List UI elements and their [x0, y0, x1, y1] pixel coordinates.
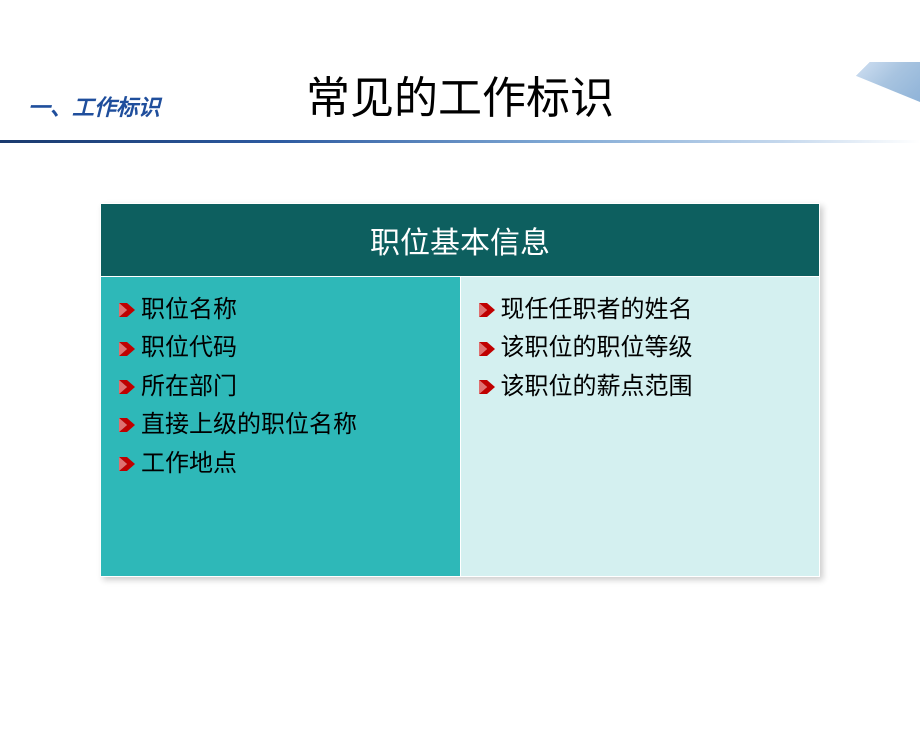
list-item-label: 现任任职者的姓名 [501, 291, 693, 329]
list-item: 现任任职者的姓名 [479, 291, 802, 329]
list-item: 所在部门 [119, 368, 442, 406]
list-item-label: 工作地点 [141, 445, 237, 483]
list-item-label: 所在部门 [141, 368, 237, 406]
list-item: 直接上级的职位名称 [119, 406, 442, 444]
list-item-label: 该职位的职位等级 [501, 329, 693, 367]
list-item-label: 职位名称 [141, 291, 237, 329]
arrow-bullet-icon [119, 418, 135, 432]
left-cell: 职位名称 职位代码 所在部门 直接上级的职位名称 工作地点 [100, 277, 461, 577]
right-cell: 现任任职者的姓名 该职位的职位等级 该职位的薪点范围 [461, 277, 821, 577]
list-item: 该职位的薪点范围 [479, 368, 802, 406]
arrow-bullet-icon [119, 342, 135, 356]
arrow-bullet-icon [479, 380, 495, 394]
list-item: 职位名称 [119, 291, 442, 329]
list-item-label: 该职位的薪点范围 [501, 368, 693, 406]
list-item-label: 职位代码 [141, 329, 237, 367]
list-item: 职位代码 [119, 329, 442, 367]
info-table: 职位基本信息 职位名称 职位代码 所在部门 直接上级的职位名称 工作地点 现任任… [100, 203, 820, 577]
table-header: 职位基本信息 [100, 203, 820, 277]
arrow-bullet-icon [479, 342, 495, 356]
divider-line [0, 140, 920, 143]
arrow-bullet-icon [119, 457, 135, 471]
list-item-label: 直接上级的职位名称 [141, 406, 357, 444]
arrow-bullet-icon [119, 380, 135, 394]
section-label: 一、工作标识 [28, 90, 160, 122]
arrow-bullet-icon [479, 303, 495, 317]
arrow-bullet-icon [119, 303, 135, 317]
list-item: 工作地点 [119, 445, 442, 483]
list-item: 该职位的职位等级 [479, 329, 802, 367]
table-body: 职位名称 职位代码 所在部门 直接上级的职位名称 工作地点 现任任职者的姓名 该… [100, 277, 820, 577]
